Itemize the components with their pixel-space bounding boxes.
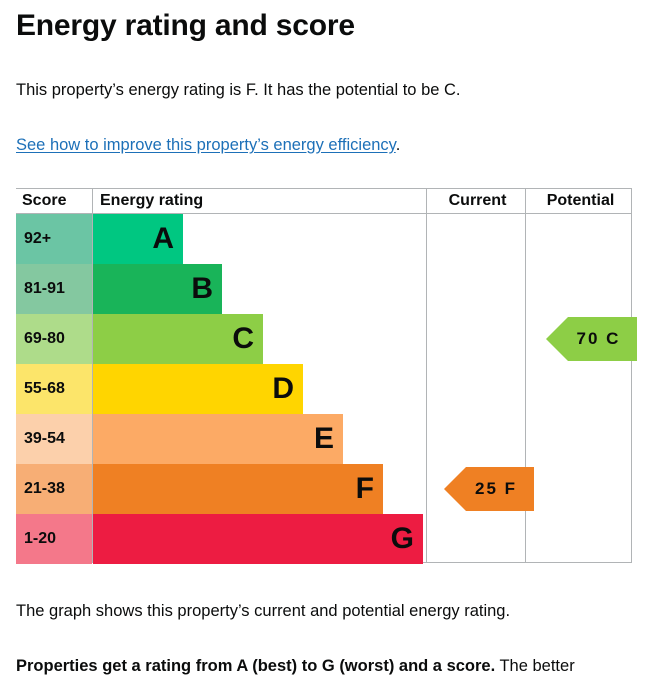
column-divider-potential [525, 189, 526, 562]
band-row: 92+ A [16, 214, 632, 264]
footnote-paragraph: Properties get a rating from A (best) to… [16, 655, 575, 677]
energy-rating-graph-inner: Score Energy rating Current Potential 92… [16, 188, 637, 564]
band-row: 39-54 E [16, 414, 632, 464]
band-row: 1-20 G [16, 514, 632, 564]
column-divider-right-edge [631, 189, 632, 562]
energy-band-bar: D [93, 364, 303, 414]
column-divider-current [426, 189, 427, 562]
energy-band-bar: B [93, 264, 222, 314]
column-divider-score [92, 189, 93, 562]
score-range-cell: 92+ [16, 214, 92, 264]
score-range-cell: 69-80 [16, 314, 92, 364]
column-header-current: Current [448, 192, 507, 209]
energy-band-letter: C [232, 322, 254, 355]
energy-band-letter: G [390, 522, 414, 555]
intro-paragraph: This property’s energy rating is F. It h… [16, 81, 461, 99]
energy-band-bar: E [93, 414, 343, 464]
footnote-rest-text: The better [495, 657, 575, 675]
band-row: 69-80 C [16, 314, 632, 364]
score-range-cell: 81-91 [16, 264, 92, 314]
energy-band-bar: G [93, 514, 423, 564]
band-row: 55-68 D [16, 364, 632, 414]
column-header-potential: Potential [546, 192, 615, 209]
band-row: 21-38 F [16, 464, 632, 514]
improve-link-period: . [395, 136, 401, 154]
energy-band-bar: F [93, 464, 383, 514]
footnote-bold-text: Properties get a rating from A (best) to… [16, 657, 496, 675]
score-range-cell: 1-20 [16, 514, 92, 564]
energy-band-bar: C [93, 314, 263, 364]
column-header-score: Score [22, 192, 67, 209]
column-header-energy-rating: Energy rating [100, 192, 204, 209]
improve-efficiency-line: See how to improve this property’s energ… [16, 134, 400, 156]
current-rating-arrow: 25 F [444, 467, 534, 511]
page-title: Energy rating and score [16, 9, 355, 42]
graph-caption: The graph shows this property’s current … [16, 602, 511, 620]
energy-rating-graph: Score Energy rating Current Potential 92… [16, 188, 637, 564]
improve-efficiency-link[interactable]: See how to improve this property’s energ… [16, 136, 396, 154]
graph-header-row: Score Energy rating Current Potential [16, 189, 632, 214]
energy-band-letter: F [355, 472, 374, 505]
energy-band-letter: D [272, 372, 294, 405]
score-range-cell: 21-38 [16, 464, 92, 514]
band-row: 81-91 B [16, 264, 632, 314]
energy-band-letter: E [313, 422, 334, 455]
energy-band-letter: B [191, 272, 213, 305]
score-range-cell: 55-68 [16, 364, 92, 414]
potential-rating-arrow: 70 C [546, 317, 637, 361]
energy-band-letter: A [152, 222, 174, 255]
energy-band-bar: A [93, 214, 183, 264]
score-range-cell: 39-54 [16, 414, 92, 464]
